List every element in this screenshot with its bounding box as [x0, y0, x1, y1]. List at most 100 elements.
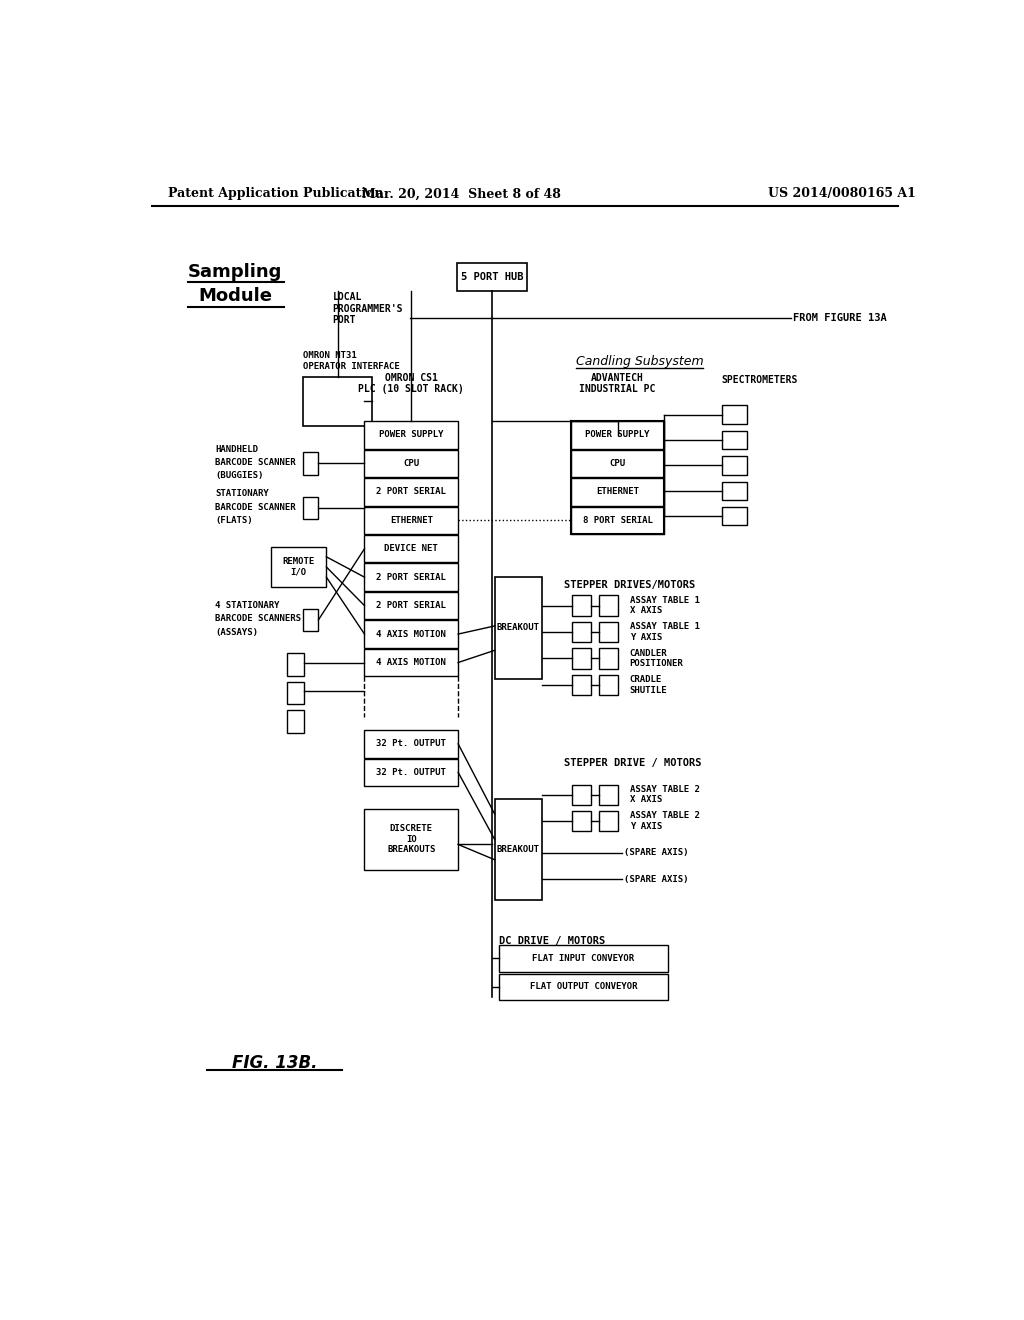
Text: ASSAY TABLE 2
X AXIS: ASSAY TABLE 2 X AXIS — [630, 785, 699, 804]
Text: FROM FIGURE 13A: FROM FIGURE 13A — [793, 313, 887, 323]
Bar — [365, 535, 458, 562]
Bar — [722, 405, 748, 424]
Bar — [570, 507, 665, 535]
Text: ETHERNET: ETHERNET — [596, 487, 639, 496]
Bar — [722, 430, 748, 449]
Text: 2 PORT SERIAL: 2 PORT SERIAL — [377, 573, 446, 582]
Text: (ASSAYS): (ASSAYS) — [215, 627, 258, 636]
Bar — [365, 507, 458, 535]
Text: 4 STATIONARY: 4 STATIONARY — [215, 601, 280, 610]
Bar — [599, 810, 618, 832]
Bar — [495, 577, 543, 678]
Bar — [570, 421, 665, 449]
Bar — [572, 675, 592, 696]
Text: OMRON CS1
PLC (10 SLOT RACK): OMRON CS1 PLC (10 SLOT RACK) — [358, 372, 464, 395]
Text: CPU: CPU — [609, 459, 626, 467]
Text: DEVICE NET: DEVICE NET — [384, 544, 438, 553]
Text: CRADLE
SHUTILE: CRADLE SHUTILE — [630, 676, 668, 694]
Text: 5 PORT HUB: 5 PORT HUB — [461, 272, 523, 281]
Text: 4 AXIS MOTION: 4 AXIS MOTION — [377, 659, 446, 667]
Bar — [572, 784, 592, 805]
Text: DC DRIVE / MOTORS: DC DRIVE / MOTORS — [500, 936, 605, 946]
Text: STEPPER DRIVES/MOTORS: STEPPER DRIVES/MOTORS — [564, 581, 695, 590]
Text: (BUGGIES): (BUGGIES) — [215, 471, 263, 480]
Bar — [303, 609, 318, 631]
Text: 32 Pt. OUTPUT: 32 Pt. OUTPUT — [377, 768, 446, 776]
Text: ETHERNET: ETHERNET — [390, 516, 433, 525]
Bar — [599, 595, 618, 615]
Bar — [599, 675, 618, 696]
Bar — [365, 450, 458, 477]
Text: ADVANTECH
INDUSTRIAL PC: ADVANTECH INDUSTRIAL PC — [580, 372, 655, 395]
Bar — [572, 648, 592, 669]
Text: STEPPER DRIVE / MOTORS: STEPPER DRIVE / MOTORS — [564, 758, 702, 768]
Text: Mar. 20, 2014  Sheet 8 of 48: Mar. 20, 2014 Sheet 8 of 48 — [361, 187, 561, 201]
Text: REMOTE
I/O: REMOTE I/O — [283, 557, 314, 577]
Bar — [287, 710, 304, 733]
Text: BREAKOUT: BREAKOUT — [497, 623, 540, 632]
Bar — [722, 482, 748, 500]
Text: BREAKOUT: BREAKOUT — [497, 845, 540, 854]
Text: FLAT INPUT CONVEYOR: FLAT INPUT CONVEYOR — [532, 954, 635, 962]
Text: Sampling: Sampling — [188, 263, 283, 281]
Bar — [365, 620, 458, 648]
Text: HANDHELD: HANDHELD — [215, 445, 258, 454]
Bar — [570, 450, 665, 477]
Text: (SPARE AXIS): (SPARE AXIS) — [624, 875, 688, 883]
Text: (FLATS): (FLATS) — [215, 516, 253, 525]
Text: Module: Module — [198, 286, 272, 305]
Text: STATIONARY: STATIONARY — [215, 490, 269, 499]
Bar — [303, 378, 373, 426]
Text: LOCAL
PROGRAMMER'S
PORT: LOCAL PROGRAMMER'S PORT — [333, 292, 403, 326]
Bar — [365, 564, 458, 591]
Bar — [500, 974, 668, 1001]
Text: 4 AXIS MOTION: 4 AXIS MOTION — [377, 630, 446, 639]
Text: ASSAY TABLE 2
Y AXIS: ASSAY TABLE 2 Y AXIS — [630, 812, 699, 830]
Text: BARCODE SCANNER: BARCODE SCANNER — [215, 503, 296, 512]
Text: (SPARE AXIS): (SPARE AXIS) — [624, 849, 688, 857]
Text: 8 PORT SERIAL: 8 PORT SERIAL — [583, 516, 652, 525]
Bar — [365, 730, 458, 758]
Bar — [270, 546, 327, 587]
Text: POWER SUPPLY: POWER SUPPLY — [586, 430, 650, 440]
Bar — [365, 809, 458, 870]
Bar — [570, 478, 665, 506]
Bar — [572, 622, 592, 643]
Text: CPU: CPU — [403, 459, 420, 467]
Bar — [722, 457, 748, 474]
Text: SPECTROMETERS: SPECTROMETERS — [722, 375, 798, 385]
Bar — [365, 478, 458, 506]
Bar — [458, 263, 527, 290]
Bar — [599, 784, 618, 805]
Bar — [365, 421, 458, 449]
Text: Patent Application Publication: Patent Application Publication — [168, 187, 383, 201]
Text: ASSAY TABLE 1
X AXIS: ASSAY TABLE 1 X AXIS — [630, 595, 699, 615]
Text: 2 PORT SERIAL: 2 PORT SERIAL — [377, 487, 446, 496]
Text: 32 Pt. OUTPUT: 32 Pt. OUTPUT — [377, 739, 446, 748]
Text: DISCRETE
IO
BREAKOUTS: DISCRETE IO BREAKOUTS — [387, 825, 435, 854]
Text: CANDLER
POSITIONER: CANDLER POSITIONER — [630, 648, 683, 668]
Text: FLAT OUTPUT CONVEYOR: FLAT OUTPUT CONVEYOR — [529, 982, 637, 991]
Bar — [365, 591, 458, 619]
Text: BARCODE SCANNER: BARCODE SCANNER — [215, 458, 296, 467]
Bar — [722, 507, 748, 525]
Text: US 2014/0080165 A1: US 2014/0080165 A1 — [768, 187, 916, 201]
Text: BARCODE SCANNERS: BARCODE SCANNERS — [215, 614, 301, 623]
Bar — [599, 648, 618, 669]
Text: 2 PORT SERIAL: 2 PORT SERIAL — [377, 601, 446, 610]
Bar — [500, 945, 668, 972]
Bar — [572, 595, 592, 615]
Bar — [572, 810, 592, 832]
Bar — [495, 799, 543, 900]
Bar — [303, 453, 318, 474]
Bar — [287, 682, 304, 704]
Text: POWER SUPPLY: POWER SUPPLY — [379, 430, 443, 440]
Text: FIG. 13B.: FIG. 13B. — [232, 1053, 317, 1072]
Bar — [365, 649, 458, 676]
Text: ASSAY TABLE 1
Y AXIS: ASSAY TABLE 1 Y AXIS — [630, 622, 699, 642]
Bar — [599, 622, 618, 643]
Bar — [287, 653, 304, 676]
Bar — [303, 496, 318, 519]
Text: Candling Subsystem: Candling Subsystem — [577, 355, 703, 368]
Bar — [365, 759, 458, 785]
